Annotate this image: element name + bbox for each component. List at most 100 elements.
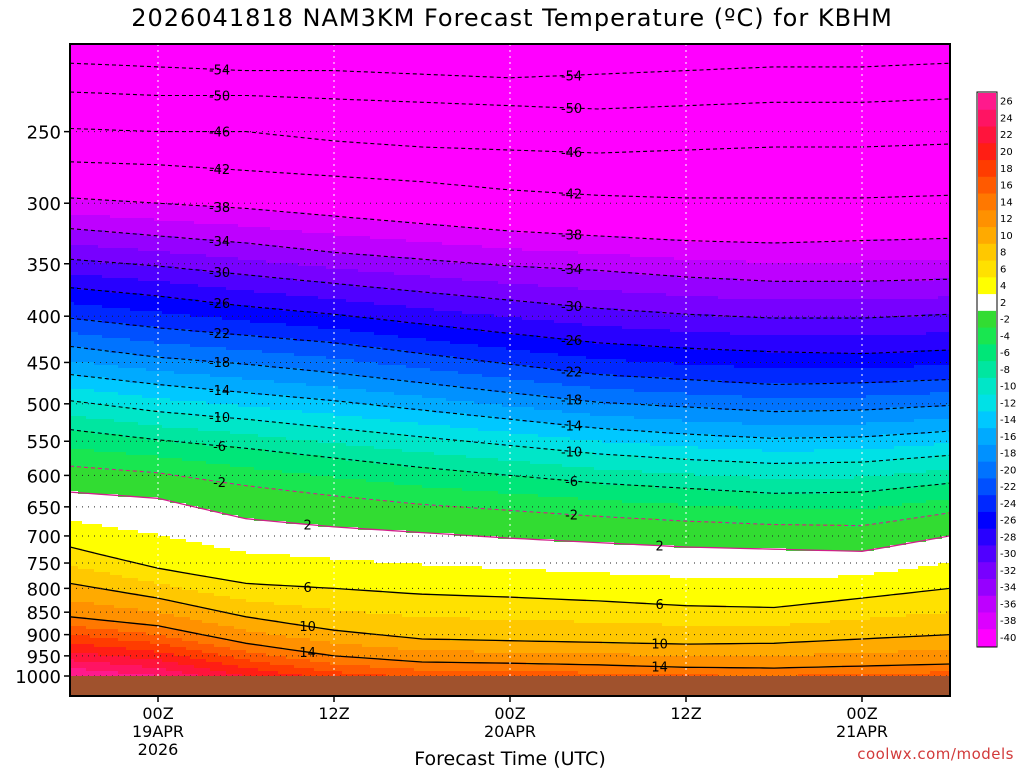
shade-cell <box>150 356 155 360</box>
shade-cell <box>98 218 103 222</box>
shade-cell <box>102 212 107 216</box>
shade-cell <box>146 635 151 639</box>
shade-cell <box>138 320 143 324</box>
shade-cell <box>86 497 91 501</box>
shade-cell <box>102 332 107 336</box>
shade-cell <box>98 317 103 321</box>
shade-cell <box>142 368 147 372</box>
shade-cell <box>150 467 155 471</box>
shade-cell <box>138 107 143 111</box>
shade-cell <box>158 332 163 336</box>
shade-cell <box>110 611 115 615</box>
shade-cell <box>90 599 95 603</box>
shade-cell <box>74 152 79 156</box>
shade-cell <box>106 593 111 597</box>
shade-cell <box>138 44 143 48</box>
shade-cell <box>138 422 143 426</box>
shade-cell <box>94 584 99 588</box>
shade-cell <box>138 590 143 594</box>
shade-cell <box>142 530 147 534</box>
shade-cell <box>78 404 83 408</box>
shade-cell <box>130 314 135 318</box>
shade-cell <box>150 143 155 147</box>
shade-cell <box>138 509 143 513</box>
shade-cell <box>122 569 127 573</box>
shade-cell <box>126 68 131 72</box>
shade-cell <box>118 365 123 369</box>
shade-cell <box>130 80 135 84</box>
shade-cell <box>118 575 123 579</box>
shade-cell <box>134 116 139 120</box>
shade-cell <box>150 635 155 639</box>
shade-cell <box>138 608 143 612</box>
shade-cell <box>78 44 83 48</box>
shade-cell <box>126 365 131 369</box>
shade-cell <box>138 341 143 345</box>
shade-cell <box>98 602 103 606</box>
shade-cell <box>106 50 111 54</box>
shade-cell <box>114 533 119 537</box>
shade-cell <box>162 101 167 105</box>
shade-cell <box>126 260 131 264</box>
shade-cell <box>78 536 83 540</box>
shade-cell <box>98 488 103 492</box>
shade-cell <box>94 185 99 189</box>
shade-cell <box>146 74 151 78</box>
shade-cell <box>110 536 115 540</box>
shade-cell <box>150 584 155 588</box>
shade-cell <box>142 644 147 648</box>
shade-cell <box>122 482 127 486</box>
shade-cell <box>98 464 103 468</box>
shade-cell <box>142 437 147 441</box>
shade-cell <box>102 356 107 360</box>
shade-cell <box>102 185 107 189</box>
shade-cell <box>154 113 159 117</box>
shade-cell <box>142 596 147 600</box>
shade-cell <box>142 293 147 297</box>
shade-cell <box>114 536 119 540</box>
shade-cell <box>106 233 111 237</box>
shade-cell <box>134 443 139 447</box>
shade-cell <box>126 56 131 60</box>
shade-cell <box>130 386 135 390</box>
shade-cell <box>162 104 167 108</box>
shade-cell <box>86 635 91 639</box>
shade-cell <box>106 626 111 630</box>
shade-cell <box>86 110 91 114</box>
shade-cell <box>130 164 135 168</box>
shade-cell <box>114 167 119 171</box>
shade-cell <box>110 455 115 459</box>
shade-cell <box>134 608 139 612</box>
shade-cell <box>74 440 79 444</box>
shade-cell <box>146 89 151 93</box>
shade-cell <box>118 290 123 294</box>
shade-cell <box>122 323 127 327</box>
shade-cell <box>74 137 79 141</box>
shade-cell <box>86 383 91 387</box>
shade-cell <box>142 95 147 99</box>
shade-cell <box>146 590 151 594</box>
shade-cell <box>82 203 87 207</box>
shade-cell <box>142 506 147 510</box>
shade-cell <box>74 149 79 153</box>
shade-cell <box>126 416 131 420</box>
shade-cell <box>78 455 83 459</box>
shade-cell <box>118 656 123 660</box>
shade-cell <box>94 635 99 639</box>
shade-cell <box>138 314 143 318</box>
shade-cell <box>126 275 131 279</box>
shade-cell <box>70 131 75 135</box>
shade-cell <box>162 266 167 270</box>
shade-cell <box>122 311 127 315</box>
shade-cell <box>134 62 139 66</box>
shade-cell <box>110 509 115 513</box>
shade-cell <box>150 545 155 549</box>
shade-cell <box>122 581 127 585</box>
shade-cell <box>154 599 159 603</box>
shade-cell <box>122 401 127 405</box>
shade-cell <box>114 95 119 99</box>
shade-cell <box>118 659 123 663</box>
shade-cell <box>146 608 151 612</box>
shade-cell <box>138 446 143 450</box>
shade-cell <box>146 509 151 513</box>
